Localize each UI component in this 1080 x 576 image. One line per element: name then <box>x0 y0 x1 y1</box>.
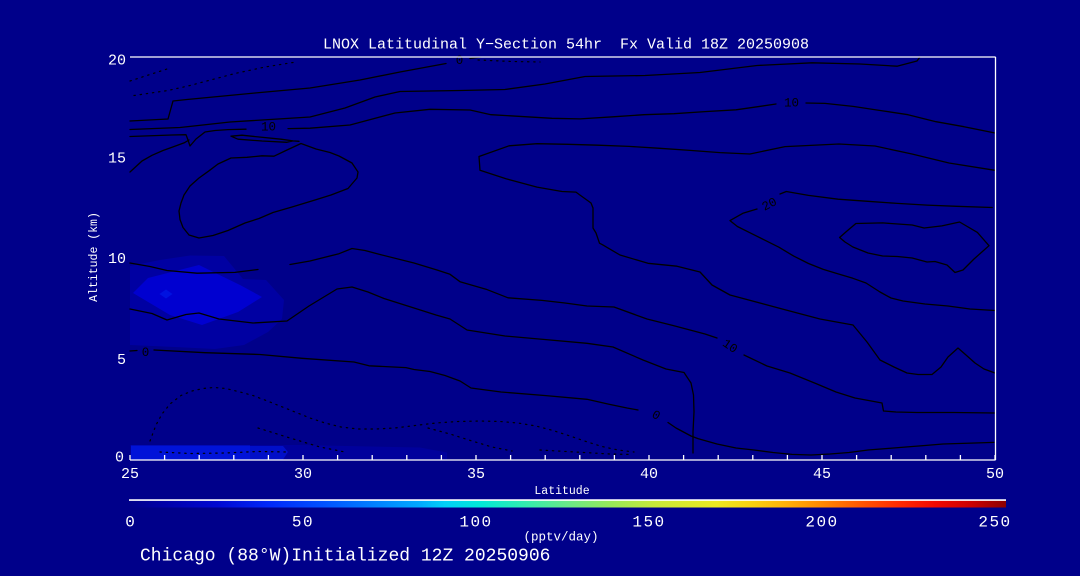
svg-text:5: 5 <box>117 352 126 369</box>
svg-text:20: 20 <box>108 53 126 70</box>
svg-text:10: 10 <box>261 121 276 135</box>
svg-text:35: 35 <box>467 466 485 483</box>
svg-text:Altitude (km): Altitude (km) <box>88 212 101 302</box>
svg-text:250: 250 <box>978 514 1011 532</box>
svg-text:Latitude: Latitude <box>534 485 589 498</box>
svg-text:0: 0 <box>115 450 124 467</box>
svg-text:0: 0 <box>142 346 150 360</box>
svg-text:50: 50 <box>292 514 314 532</box>
svg-text:200: 200 <box>805 514 838 532</box>
svg-text:40: 40 <box>640 466 658 483</box>
svg-text:Chicago (88°W)Initialized 12Z: Chicago (88°W)Initialized 12Z 20250906 <box>140 547 550 567</box>
svg-text:0: 0 <box>125 514 135 532</box>
svg-text:45: 45 <box>813 466 831 483</box>
svg-text:150: 150 <box>632 514 665 532</box>
svg-text:(pptv/day): (pptv/day) <box>523 531 598 545</box>
svg-text:LNOX Latitudinal Y−Section 54h: LNOX Latitudinal Y−Section 54hr Fx Valid… <box>323 37 809 54</box>
svg-text:25: 25 <box>121 466 139 483</box>
svg-text:100: 100 <box>459 514 492 532</box>
svg-text:10: 10 <box>108 251 126 268</box>
svg-text:20: 20 <box>760 195 780 214</box>
svg-text:15: 15 <box>108 151 126 168</box>
svg-text:10: 10 <box>720 337 740 357</box>
svg-text:10: 10 <box>784 97 799 111</box>
svg-text:30: 30 <box>294 466 312 483</box>
svg-text:0: 0 <box>456 54 464 68</box>
svg-text:50: 50 <box>986 466 1004 483</box>
